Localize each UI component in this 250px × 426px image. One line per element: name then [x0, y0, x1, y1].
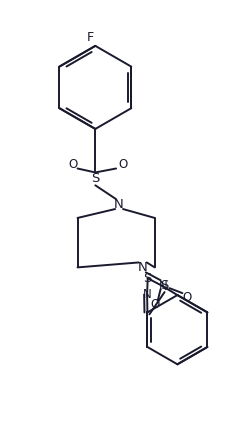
Text: O: O: [68, 158, 77, 171]
Text: F: F: [86, 32, 94, 44]
Text: N: N: [138, 261, 147, 274]
Text: O: O: [118, 158, 127, 171]
Text: N: N: [114, 198, 124, 210]
Text: S: S: [160, 279, 168, 292]
Text: S: S: [91, 172, 99, 185]
Text: O: O: [182, 291, 191, 304]
Text: N: N: [142, 288, 151, 301]
Text: S: S: [143, 272, 151, 285]
Text: O: O: [150, 299, 159, 311]
Text: N: N: [158, 280, 167, 293]
